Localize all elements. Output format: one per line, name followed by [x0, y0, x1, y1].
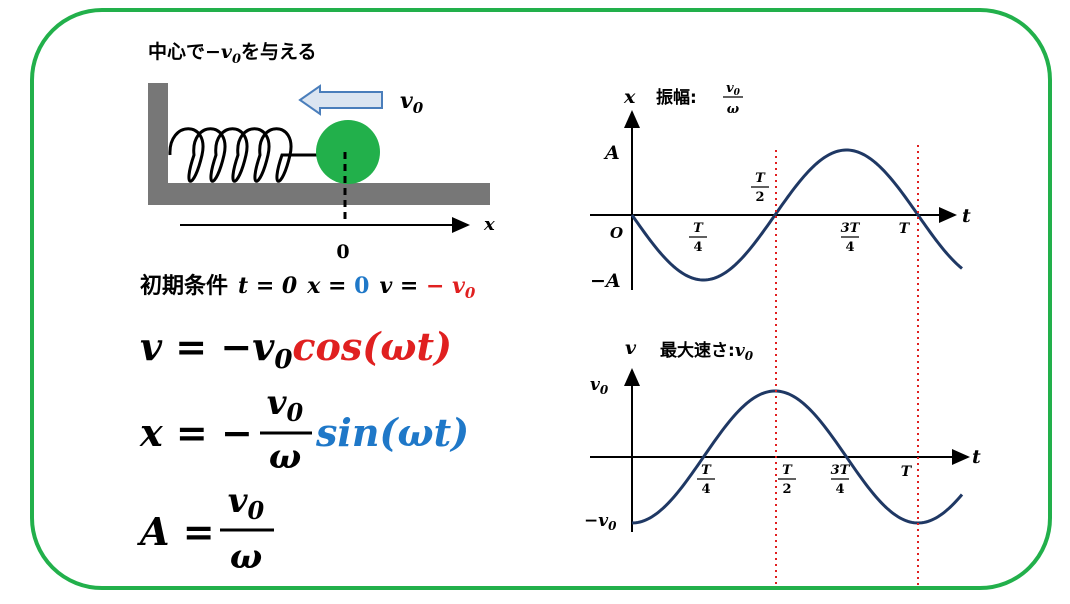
tick-numerator: T [755, 171, 766, 186]
min-label: −v0 [584, 511, 617, 533]
t-label: t [972, 446, 981, 468]
tick-denominator: 4 [701, 482, 710, 497]
tick-numerator: 3T [841, 221, 861, 236]
tick-label: T [899, 221, 911, 237]
max-label: A [603, 142, 620, 164]
position-denominator: ω [269, 437, 301, 477]
arrow-label: v0 [400, 88, 424, 117]
position-curve [630, 148, 963, 282]
tick-denominator: 4 [835, 482, 844, 497]
origin-label: O [610, 224, 623, 242]
spring [168, 127, 293, 183]
axis-label: x [483, 214, 495, 235]
tick-denominator: 4 [693, 240, 702, 255]
t-label: t [962, 205, 971, 227]
min-label: −A [590, 270, 621, 292]
max-label: v0 [590, 375, 609, 397]
tick-numerator: T [693, 221, 704, 236]
velocity-curve [631, 389, 964, 525]
tick-denominator: 4 [845, 240, 854, 255]
caption: 振幅: [656, 87, 697, 108]
position-lhs: x = − [139, 410, 253, 455]
y-label: v [625, 337, 637, 359]
caption: 最大速さ:v0 [660, 340, 754, 363]
wall [148, 83, 490, 205]
amplitude-lhs: A = [137, 509, 215, 554]
caption-numerator: v0 [726, 81, 741, 98]
setup-title: 中心で−v0を与える [148, 40, 316, 67]
position-term: sin(ωt) [315, 410, 469, 455]
tick-denominator: 2 [755, 190, 764, 205]
amplitude-denominator: ω [230, 537, 262, 577]
y-label: x [623, 86, 636, 108]
caption-denominator: ω [727, 102, 740, 117]
tick-denominator: 2 [782, 482, 791, 497]
tick-label: T [901, 464, 913, 480]
frame [30, 8, 1052, 590]
amplitude-numerator: v0 [228, 481, 265, 525]
push-arrow [298, 84, 383, 116]
position-numerator: v0 [267, 383, 304, 427]
tick-numerator: T [701, 463, 712, 478]
velocity-equation: v = −v0cos(ωt) [140, 324, 452, 375]
tick-numerator: 3T [831, 463, 851, 478]
ball [316, 120, 380, 184]
tick-numerator: T [782, 463, 793, 478]
origin-label: 0 [336, 241, 349, 263]
